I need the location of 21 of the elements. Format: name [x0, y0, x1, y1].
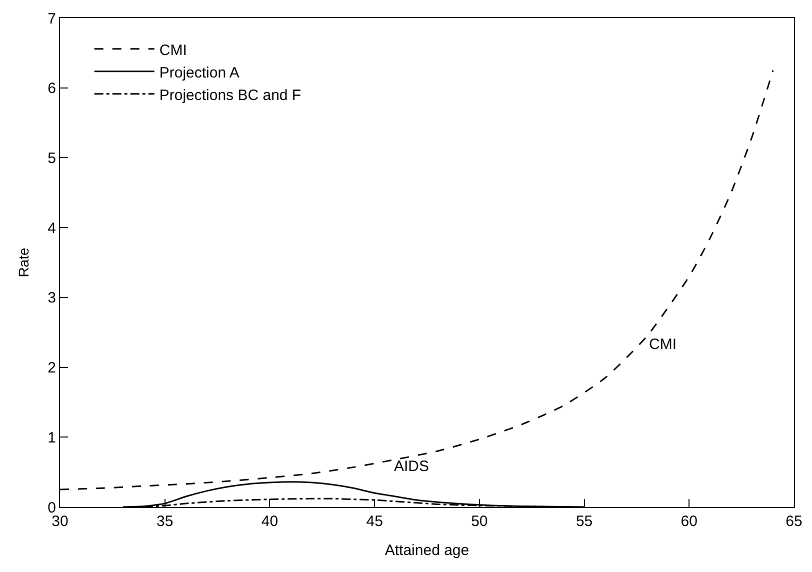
y-tick-label: 4: [48, 220, 56, 237]
y-tick-label: 2: [48, 360, 56, 377]
legend-label: CMI: [159, 42, 187, 59]
x-tick-label: 60: [680, 513, 698, 530]
x-tick-label: 65: [786, 513, 802, 530]
x-tick-label: 50: [471, 513, 488, 530]
annotation: CMI: [649, 336, 676, 353]
y-tick-label: 6: [48, 80, 56, 98]
x-tick-label: 55: [576, 513, 593, 530]
x-tick-label: 35: [156, 513, 174, 530]
y-tick-label: 5: [48, 150, 56, 167]
annotation: AIDS: [394, 458, 430, 475]
x-tick-label: 45: [366, 513, 383, 530]
legend-label: Projection A: [159, 64, 240, 82]
y-tick-label: 3: [48, 290, 56, 307]
y-axis-title: Rate: [15, 248, 32, 278]
legend-label: Projections BC and F: [159, 86, 302, 104]
y-tick-label: 7: [48, 10, 56, 28]
x-axis-title: Attained age: [384, 542, 470, 559]
y-tick-label: 1: [48, 429, 56, 446]
x-tick-label: 40: [261, 513, 278, 530]
